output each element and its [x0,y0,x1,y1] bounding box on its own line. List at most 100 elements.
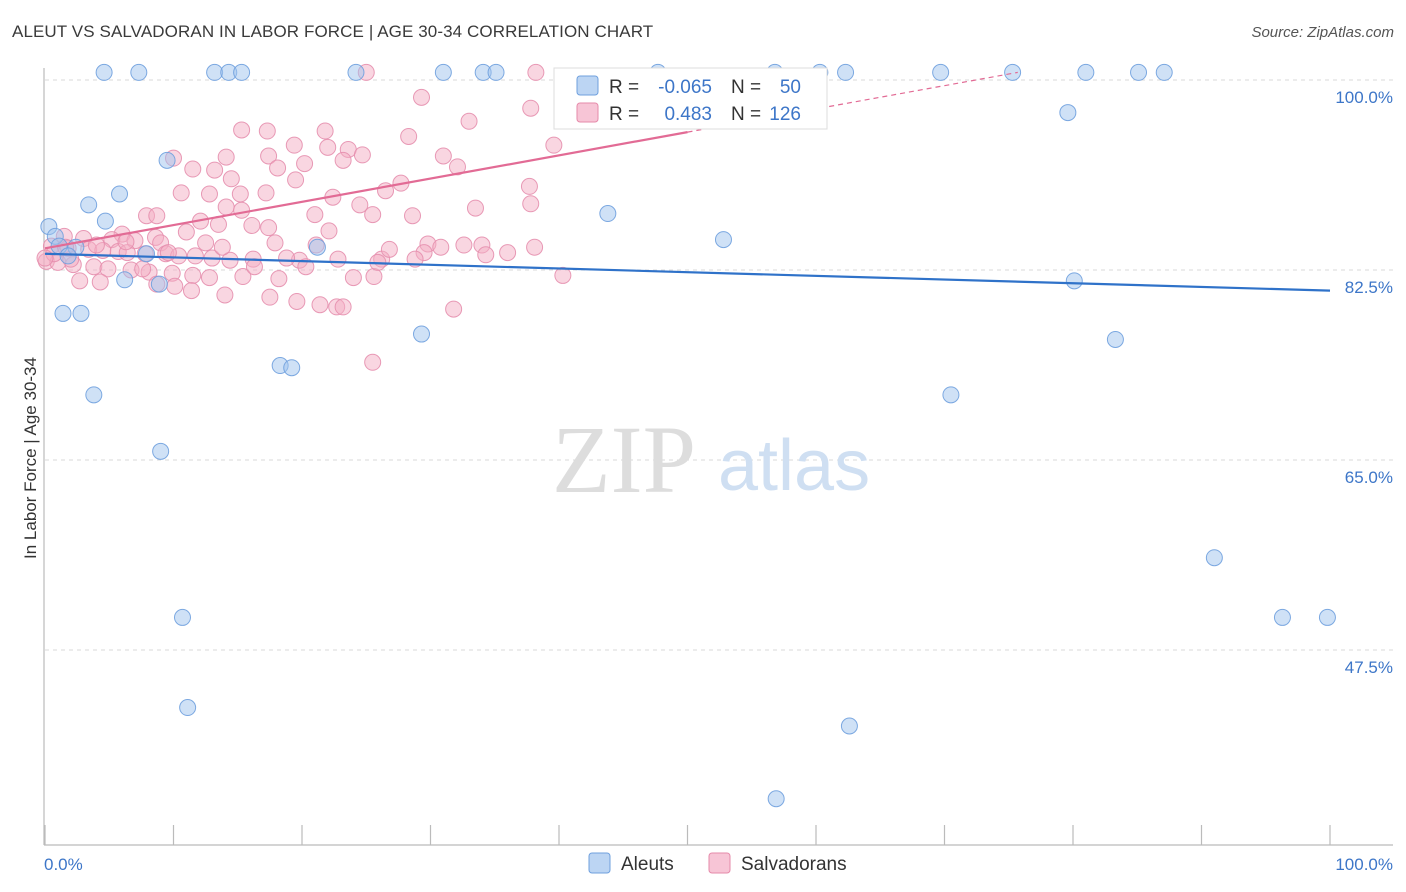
legend-n-label-salvadoran: N = [731,104,761,125]
aleut-point [1273,608,1291,626]
salvadoran-point [231,185,249,203]
legend-n-label-aleut: N = [731,77,761,98]
salvadoran-point [413,88,431,106]
salvadoran-point [400,127,418,145]
salvadoran-point [353,146,371,164]
salvadoran-point [455,236,473,254]
salvadoran-point [260,219,278,237]
aleut-point [487,63,505,81]
bottom-legend-label-aleuts: Aleuts [621,854,674,875]
salvadoran-point [285,136,303,154]
salvadoran-point [526,238,544,256]
aleut-point [714,231,732,249]
watermark-atlas: atlas [718,426,870,506]
salvadoran-point [182,282,200,300]
aleut-point [1155,63,1173,81]
salvadoran-point [432,238,450,256]
salvadoran-point [522,99,540,117]
aleut-point [837,63,855,81]
aleut-point [1318,608,1336,626]
x-tick-label-min: 0.0% [44,855,83,874]
salvadoran-point [334,151,352,169]
correlation-legend: R = -0.065 N = 50 R = 0.483 N = 126 [553,67,828,130]
salvadoran-point [213,238,231,256]
watermark: ZIP atlas [552,406,870,513]
salvadoran-point [217,198,235,216]
aleut-point [932,63,950,81]
salvadoran-points [36,63,572,371]
salvadoran-point [477,246,495,264]
salvadoran-point [404,207,422,225]
salvadoran-point [257,184,275,202]
salvadoran-point [197,234,215,252]
salvadoran-point [522,195,540,213]
legend-r-label-salvadoran: R = [609,104,639,125]
salvadoran-point [258,122,276,140]
salvadoran-point [99,260,117,278]
grid-lines [45,79,1393,651]
salvadoran-point [184,266,202,284]
y-tick-label: 65.0% [1345,468,1393,487]
aleut-point [308,238,326,256]
salvadoran-point [316,122,334,140]
y-tick-labels: 47.5% 65.0% 82.5% 100.0% [1335,88,1393,677]
salvadoran-point [206,161,224,179]
y-tick-label: 82.5% [1345,278,1393,297]
salvadoran-point [85,258,103,276]
aleut-point [138,245,156,263]
salvadoran-point [380,240,398,258]
salvadoran-point [288,292,306,310]
legend-n-value-salvadoran: 126 [769,104,801,125]
aleut-point [59,247,77,265]
salvadoran-point [91,273,109,291]
aleut-point [599,205,617,223]
legend-r-label-aleut: R = [609,77,639,98]
salvadoran-point [200,185,218,203]
aleut-point [111,185,129,203]
salvadoran-point [296,155,314,173]
aleut-point [158,151,176,169]
aleut-point [840,717,858,735]
aleut-point [1205,549,1223,567]
salvadoran-point [364,353,382,371]
aleut-point [179,699,197,717]
salvadoran-point [319,138,337,156]
chart-title: ALEUT VS SALVADORAN IN LABOR FORCE | AGE… [12,22,654,41]
salvadoran-point [184,160,202,178]
aleut-point [116,271,134,289]
salvadoran-point [466,199,484,217]
salvadoran-point [134,260,152,278]
watermark-zip: ZIP [552,406,696,513]
aleut-point [96,212,114,230]
aleut-point [1004,63,1022,81]
bottom-legend-label-salvadorans: Salvadorans [741,854,847,875]
salvadoran-point [311,296,329,314]
aleut-point [767,790,785,808]
salvadoran-point [460,112,478,130]
aleut-point [1065,272,1083,290]
salvadoran-point [270,270,288,288]
salvadoran-point [87,236,105,254]
aleut-point [1077,63,1095,81]
salvadoran-point [278,249,296,267]
legend-r-value-salvadoran: 0.483 [664,104,712,125]
aleut-point [1059,104,1077,122]
salvadoran-point [364,206,382,224]
salvadoran-point [216,286,234,304]
salvadoran-point [554,266,572,284]
salvadoran-point [117,233,135,251]
salvadoran-point [260,147,278,165]
salvadoran-point [287,171,305,189]
aleut-point [80,196,98,214]
salvadoran-point [234,268,252,286]
salvadoran-point [186,247,204,265]
salvadoran-point [233,121,251,139]
salvadoran-point [448,158,466,176]
legend-swatch-aleut [576,75,599,96]
salvadoran-point [351,196,369,214]
aleut-point [95,63,113,81]
salvadoran-point [344,269,362,287]
y-tick-label: 47.5% [1345,658,1393,677]
legend-r-value-aleut: -0.065 [658,77,712,98]
